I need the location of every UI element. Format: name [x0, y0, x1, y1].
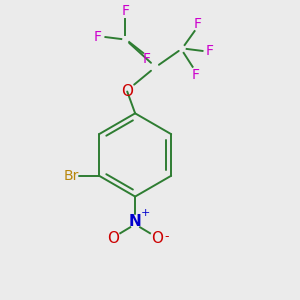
Text: O: O	[121, 84, 133, 99]
Text: F: F	[192, 68, 200, 82]
Text: O: O	[151, 231, 163, 246]
Text: F: F	[194, 17, 202, 31]
Text: F: F	[121, 4, 129, 18]
Text: N: N	[129, 214, 142, 229]
Text: F: F	[94, 30, 101, 44]
Text: F: F	[206, 44, 213, 58]
Text: O: O	[107, 231, 119, 246]
Text: F: F	[143, 52, 151, 66]
Text: +: +	[140, 208, 150, 218]
Text: Br: Br	[64, 169, 79, 183]
Text: -: -	[165, 230, 169, 243]
